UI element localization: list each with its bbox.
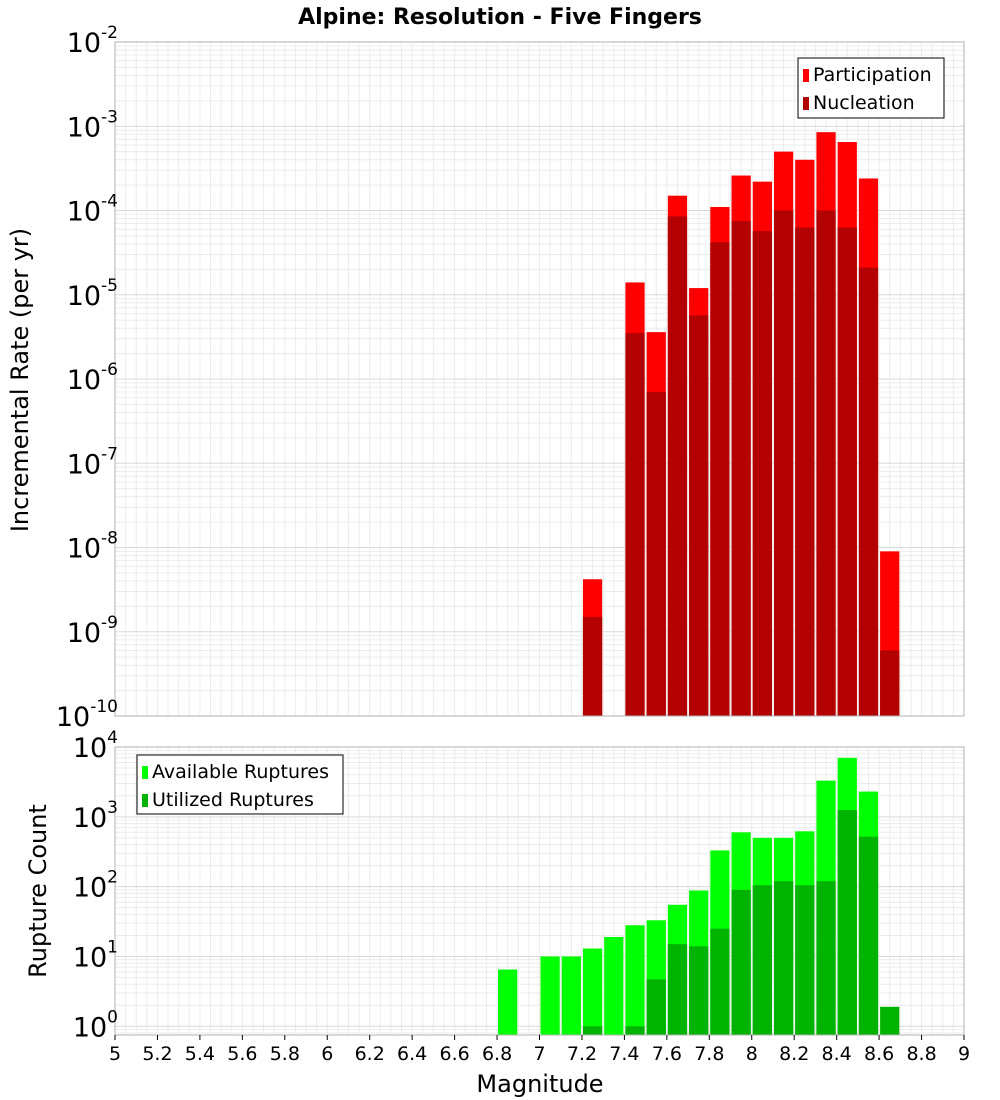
bar bbox=[858, 836, 879, 1035]
x-tick-label: 5.4 bbox=[185, 1043, 215, 1065]
chart-title: Alpine: Resolution - Five Fingers bbox=[298, 5, 702, 30]
y-tick-label: 100 bbox=[73, 1007, 118, 1043]
bar bbox=[689, 315, 709, 716]
y-tick-label: 10-6 bbox=[67, 360, 118, 396]
bar bbox=[625, 925, 645, 1035]
x-tick-label: 6.2 bbox=[355, 1043, 385, 1065]
legend-swatch bbox=[803, 69, 809, 82]
bar bbox=[752, 231, 772, 716]
x-tick-label: 5.8 bbox=[270, 1043, 300, 1065]
bar bbox=[731, 889, 751, 1035]
x-tick-label: 6 bbox=[321, 1043, 333, 1065]
y-tick-label: 10-5 bbox=[67, 276, 118, 312]
rupture-count-panel: 100 101 102 103 104 5 5.2 5.4 5.6 5.8 6 6.2 6.4 6.6 6.… bbox=[73, 728, 970, 1065]
bar bbox=[582, 616, 603, 716]
plot-frame bbox=[114, 41, 965, 717]
bar bbox=[816, 881, 836, 1035]
legend-swatch bbox=[142, 766, 148, 779]
x-tick-label: 8.6 bbox=[864, 1043, 894, 1065]
bar bbox=[752, 885, 772, 1035]
legend-label: Available Ruptures bbox=[152, 761, 329, 783]
x-tick-label: 8.2 bbox=[779, 1043, 809, 1065]
bar bbox=[710, 242, 730, 716]
bar bbox=[604, 936, 624, 1035]
legend-label: Utilized Ruptures bbox=[152, 789, 314, 811]
bar bbox=[795, 885, 815, 1035]
bar bbox=[773, 210, 794, 716]
x-tick-label: 8.4 bbox=[822, 1043, 852, 1065]
x-tick-label: 9 bbox=[958, 1043, 970, 1065]
y-tick-label: 101 bbox=[73, 937, 118, 973]
y-tick-label: 10-4 bbox=[67, 192, 118, 228]
y-tick-label: 104 bbox=[73, 728, 118, 764]
x-tick-label: 7.8 bbox=[694, 1043, 724, 1065]
x-tick-label: 8.8 bbox=[906, 1043, 936, 1065]
x-tick-label: 8 bbox=[746, 1043, 758, 1065]
bar bbox=[646, 392, 666, 716]
x-tick-label: 7.2 bbox=[567, 1043, 597, 1065]
bar bbox=[837, 227, 857, 716]
rate-panel: 10-10 10-9 10-8 10-7 10-6 10-5 10-4 10-3 10-2 Par… bbox=[56, 23, 965, 733]
y-tick-label: 102 bbox=[73, 868, 118, 904]
bar bbox=[646, 979, 666, 1035]
bar bbox=[858, 267, 879, 716]
bar bbox=[625, 1026, 645, 1035]
bar bbox=[731, 221, 751, 716]
gridlines bbox=[114, 42, 965, 717]
x-tick-label: 5.2 bbox=[142, 1043, 172, 1065]
bar bbox=[582, 948, 603, 1035]
x-tick-label: 7.6 bbox=[652, 1043, 682, 1065]
y-tick-label: 10-2 bbox=[67, 23, 118, 59]
series-utilized-ruptures bbox=[582, 810, 900, 1035]
bar bbox=[816, 210, 836, 716]
legend: Participation Nucleation bbox=[797, 57, 945, 119]
bar bbox=[667, 216, 688, 716]
bar bbox=[689, 946, 709, 1035]
bar bbox=[773, 881, 794, 1035]
bar bbox=[667, 944, 688, 1035]
legend-box bbox=[797, 57, 945, 119]
x-tick-label: 7.4 bbox=[609, 1043, 639, 1065]
legend-label: Participation bbox=[813, 64, 932, 86]
top-y-axis-label: Incremental Rate (per yr) bbox=[6, 228, 34, 532]
x-tick-label: 7 bbox=[533, 1043, 545, 1065]
legend-swatch bbox=[803, 97, 809, 110]
x-tick-label: 5.6 bbox=[227, 1043, 257, 1065]
x-tick-label: 6.6 bbox=[439, 1043, 469, 1065]
series-nucleation bbox=[582, 210, 900, 716]
bar bbox=[880, 650, 900, 716]
y-tick-label: 10-10 bbox=[56, 697, 118, 733]
bar bbox=[710, 928, 730, 1035]
y-tick-label: 10-3 bbox=[67, 107, 118, 143]
x-axis-label: Magnitude bbox=[476, 1070, 603, 1098]
bar bbox=[582, 1026, 603, 1035]
y-tick-label: 10-7 bbox=[67, 444, 118, 480]
y-tick-label: 10-8 bbox=[67, 529, 118, 565]
bar bbox=[561, 956, 581, 1035]
bar bbox=[540, 956, 560, 1035]
bar bbox=[880, 1006, 900, 1035]
bar bbox=[795, 227, 815, 716]
bar bbox=[498, 969, 518, 1035]
y-tick-label: 10-9 bbox=[67, 613, 118, 649]
bottom-y-axis-label: Rupture Count bbox=[24, 804, 52, 978]
x-tick-label: 5 bbox=[109, 1043, 121, 1065]
bar bbox=[837, 810, 857, 1035]
y-tick-label: 103 bbox=[73, 798, 118, 834]
legend: Available Ruptures Utilized Ruptures bbox=[136, 754, 344, 815]
x-tick-label: 6.8 bbox=[482, 1043, 512, 1065]
legend-swatch bbox=[142, 794, 148, 807]
x-tick-label: 6.4 bbox=[397, 1043, 427, 1065]
bar bbox=[625, 333, 645, 716]
legend-box bbox=[136, 754, 344, 815]
legend-label: Nucleation bbox=[813, 92, 915, 114]
